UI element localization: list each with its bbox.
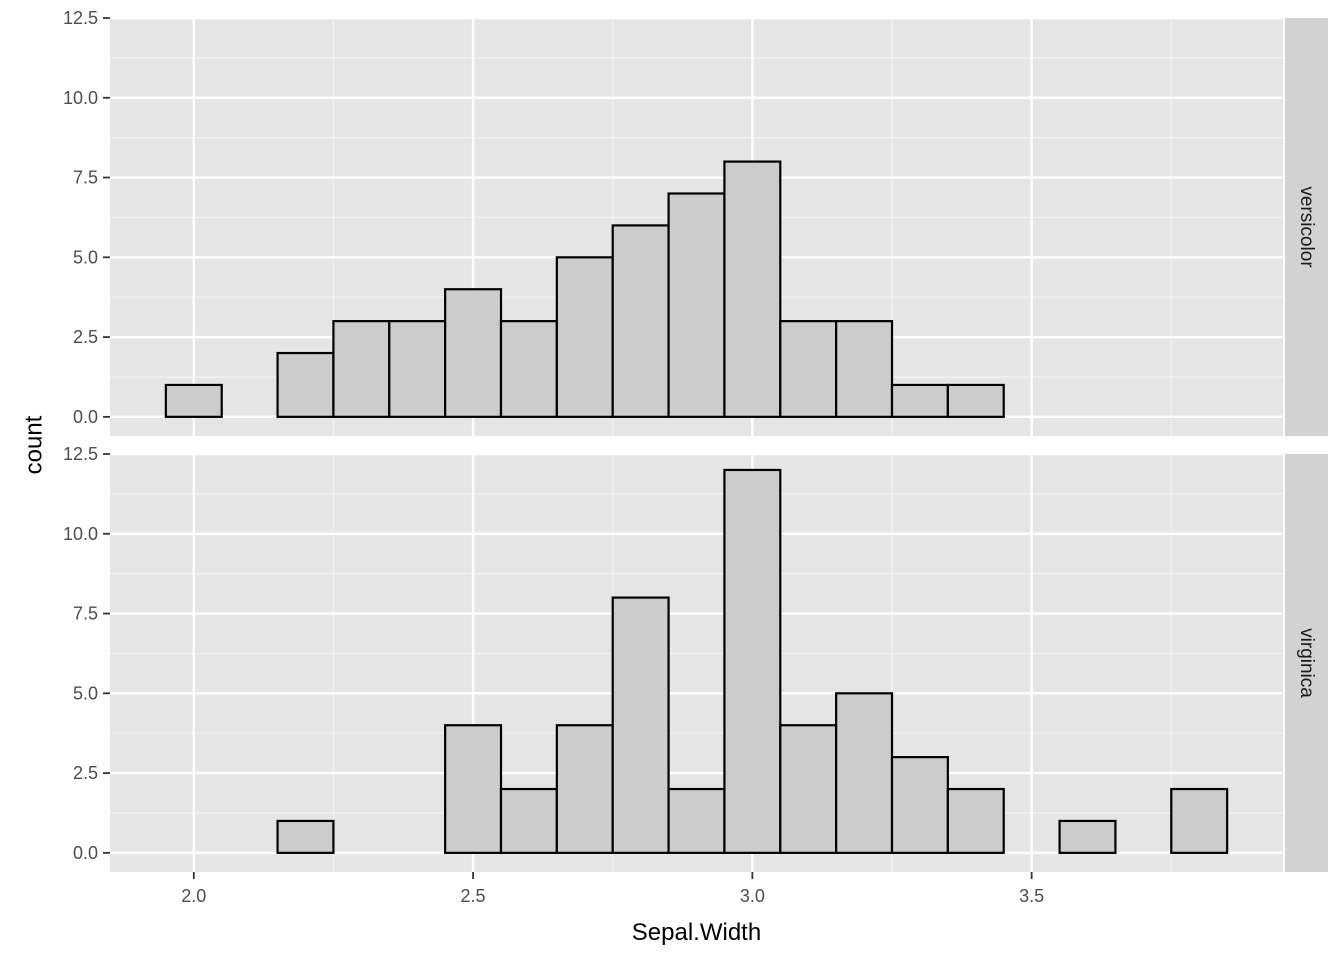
y-tick-label: 12.5 [63,8,98,28]
y-tick-label: 2.5 [73,763,98,783]
histogram-bar [555,256,614,418]
histogram-bar [946,383,1005,418]
histogram-bar [276,351,335,418]
x-tick-label: 3.5 [1019,886,1044,906]
histogram-bar [890,756,949,854]
x-tick-label: 3.0 [740,886,765,906]
histogram-bar [332,320,391,418]
x-tick-label: 2.0 [181,886,206,906]
facet-panel-versicolor: 0.0 2.5 5.0 7.5 10.0 12.5 versicolor [63,8,1328,436]
facet-strip-label: virginica [1296,628,1317,698]
histogram-bar [890,383,949,418]
histogram-bar [946,787,1005,854]
histogram-bar [1170,787,1229,854]
x-tick-label: 2.5 [461,886,486,906]
histogram-bar [835,692,894,854]
histogram-bar [1058,819,1117,854]
histogram-bar [667,787,726,854]
histogram-bar [499,787,558,854]
y-tick-label: 10.0 [63,88,98,108]
y-tick-label: 12.5 [63,444,98,464]
histogram-bar [444,288,503,418]
histogram-bar [444,724,503,854]
facet-panel-virginica: 0.0 2.5 5.0 7.5 10.0 12.5 virginica [63,444,1328,872]
x-axis-title: Sepal.Width [632,919,761,946]
histogram-bar [499,320,558,418]
histogram-bar [276,819,335,854]
facet-strip [1285,18,1328,436]
y-tick-label: 0.0 [73,407,98,427]
y-tick-label: 5.0 [73,683,98,703]
histogram-bar [555,724,614,854]
histogram-bar [388,320,447,418]
facet-strip [1285,454,1328,872]
histogram-bar [779,724,838,854]
histogram-bar [667,192,726,418]
y-tick-label: 5.0 [73,247,98,267]
histogram-bar [723,468,782,854]
histogram-bar [723,160,782,418]
y-tick-label: 2.5 [73,327,98,347]
histogram-bar [611,596,670,854]
y-axis-title: count [21,415,48,474]
y-tick-label: 7.5 [73,168,98,188]
histogram-bar [835,320,894,418]
y-tick-label: 10.0 [63,524,98,544]
y-tick-label: 7.5 [73,604,98,624]
y-tick-label: 0.0 [73,843,98,863]
facet-strip-label: versicolor [1296,186,1317,268]
histogram-bar [611,224,670,418]
histogram-bar [164,383,223,418]
histogram-bar [779,320,838,418]
